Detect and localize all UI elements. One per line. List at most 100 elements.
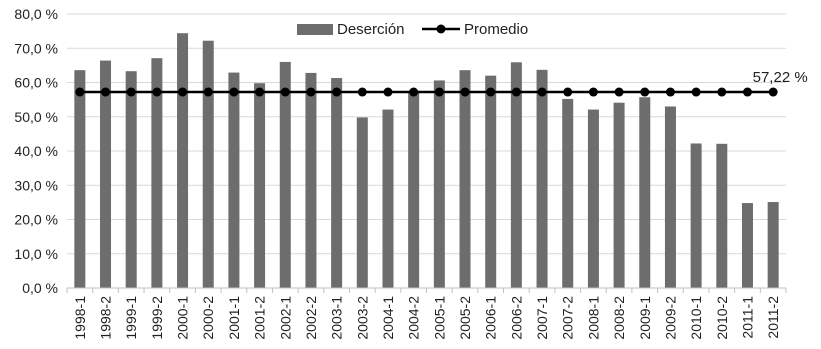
y-tick-label: 30,0 %	[14, 177, 58, 193]
x-tick-label: 2002-1	[277, 296, 293, 340]
point-promedio	[460, 87, 470, 97]
point-promedio	[332, 87, 342, 97]
point-promedio	[126, 87, 136, 97]
bar-desercion	[639, 97, 651, 288]
point-promedio	[101, 87, 111, 97]
x-tick-label: 2009-1	[637, 296, 653, 340]
x-tick-label: 2000-1	[175, 296, 191, 340]
bar-desercion	[587, 109, 599, 289]
bar-desercion	[74, 70, 86, 288]
bar-desercion	[433, 80, 445, 288]
bar-desercion	[485, 75, 497, 289]
bar-desercion	[741, 203, 753, 288]
point-promedio	[306, 87, 316, 97]
y-tick-label: 50,0 %	[14, 109, 58, 125]
bar-desercion	[202, 40, 214, 289]
point-promedio	[178, 87, 188, 97]
bar-desercion	[279, 61, 291, 289]
x-tick-label: 2007-1	[534, 296, 550, 340]
point-promedio	[640, 87, 650, 97]
point-promedio	[203, 87, 213, 97]
y-tick-label: 10,0 %	[14, 246, 58, 262]
y-tick-label: 0,0 %	[22, 280, 58, 296]
y-tick-label: 40,0 %	[14, 143, 58, 159]
y-tick-label: 20,0 %	[14, 212, 58, 228]
line-promedio	[75, 87, 778, 97]
y-tick-label: 80,0 %	[14, 6, 58, 22]
bar-desercion	[459, 70, 471, 288]
legend-swatch-desercion	[297, 24, 333, 35]
point-promedio	[357, 87, 367, 97]
x-tick-label: 1998-1	[72, 296, 88, 340]
gridlines	[67, 13, 786, 255]
x-tick-label: 2006-2	[508, 296, 524, 340]
x-tick-label: 2007-2	[560, 296, 576, 340]
bar-desercion	[767, 202, 779, 288]
x-tick-label: 1999-1	[123, 296, 139, 340]
bar-desercion	[690, 143, 702, 288]
annotations: 57,22 %	[753, 69, 808, 86]
y-tick-label: 70,0 %	[14, 40, 58, 56]
x-tick-label: 2008-1	[585, 296, 601, 340]
bar-desercion	[510, 62, 522, 289]
bar-desercion	[562, 98, 574, 288]
point-promedio	[588, 87, 598, 97]
x-tick-label: 2010-2	[714, 296, 730, 340]
x-tick-label: 1998-2	[98, 296, 114, 340]
bar-desercion	[331, 78, 343, 288]
point-promedio	[563, 87, 573, 97]
bar-desercion	[228, 72, 240, 288]
x-tick-label: 2010-1	[688, 296, 704, 340]
bar-desercion	[254, 83, 266, 288]
point-promedio	[691, 87, 701, 97]
x-tick-label: 2003-1	[329, 296, 345, 340]
bar-desercion	[664, 106, 676, 288]
x-tick-label: 2004-1	[380, 296, 396, 340]
point-promedio	[717, 87, 727, 97]
data-label-promedio: 57,22 %	[753, 69, 808, 86]
y-axis-ticks: 0,0 % 10,0 % 20,0 % 30,0 % 40,0 % 50,0 % 60,0 …	[14, 6, 58, 296]
point-promedio	[537, 87, 547, 97]
x-tick-label: 2005-2	[457, 296, 473, 340]
point-promedio	[152, 87, 162, 97]
point-promedio	[614, 87, 624, 97]
x-tick-label: 2011-2	[765, 296, 781, 339]
point-promedio	[665, 87, 675, 97]
bar-desercion	[125, 71, 137, 288]
x-axis	[66, 287, 787, 293]
bar-desercion	[408, 92, 420, 288]
point-promedio	[742, 87, 752, 97]
legend-label-promedio: Promedio	[464, 21, 528, 38]
point-promedio	[383, 87, 393, 97]
point-promedio	[280, 87, 290, 97]
legend: Deserción Promedio	[297, 21, 528, 38]
legend-label-desercion: Deserción	[337, 21, 405, 38]
bar-desercion	[613, 102, 625, 289]
bar-desercion	[536, 69, 548, 288]
x-tick-label: 2006-1	[483, 296, 499, 340]
point-promedio	[255, 87, 265, 97]
bar-desercion	[177, 33, 189, 289]
bar-desercion	[151, 58, 163, 289]
bar-desercion	[716, 143, 728, 288]
x-tick-label: 2009-2	[662, 296, 678, 340]
y-tick-label: 60,0 %	[14, 75, 58, 91]
point-promedio	[434, 87, 444, 97]
x-tick-label: 2003-2	[354, 296, 370, 340]
point-promedio	[486, 87, 496, 97]
point-promedio	[409, 87, 419, 97]
point-promedio	[768, 87, 778, 97]
x-tick-label: 2001-1	[226, 296, 242, 340]
point-promedio	[229, 87, 239, 97]
x-tick-label: 2008-2	[611, 296, 627, 340]
x-tick-label: 2004-2	[406, 296, 422, 340]
x-axis-ticks: 1998-1 1998-2 1999-1 1999-2 2000-1 2000-2 2001…	[72, 296, 781, 340]
point-promedio	[75, 87, 85, 97]
x-tick-label: 1999-2	[149, 296, 165, 340]
x-tick-label: 2011-1	[739, 296, 755, 339]
bar-desercion	[356, 117, 368, 288]
x-tick-label: 2000-2	[200, 296, 216, 340]
x-tick-label: 2005-1	[431, 296, 447, 340]
